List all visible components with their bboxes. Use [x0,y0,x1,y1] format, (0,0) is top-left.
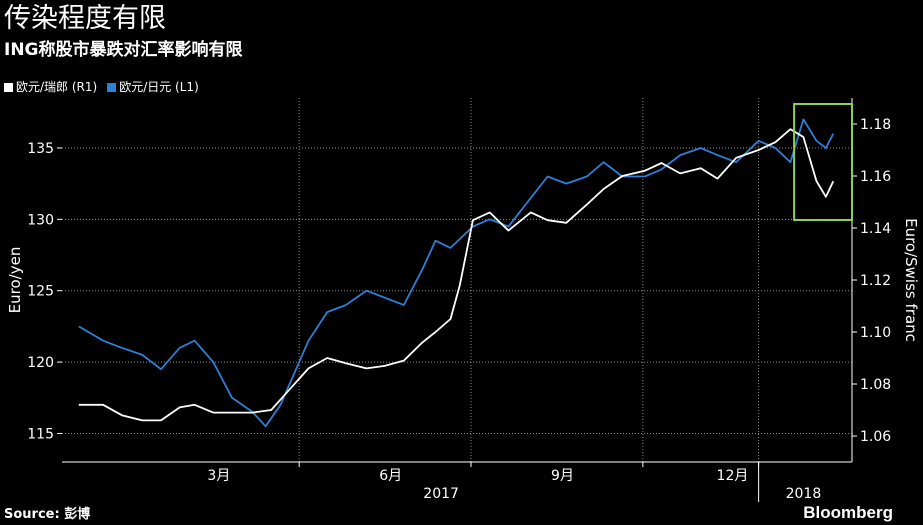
chart-title: 传染程度有限 [4,3,166,34]
series-line-eur-chf [78,128,835,422]
bloomberg-logo: Bloomberg [803,503,893,522]
legend-label-chf: 欧元/瑞郎 (R1) [16,80,98,94]
legend-item-chf: 欧元/瑞郎 (R1) [4,79,97,95]
y-tick-label-right: 1.10 [860,325,891,341]
y-tick-label-right: 1.16 [860,169,891,185]
legend-label-jpy: 欧元/日元 (L1) [119,80,199,94]
y-tick-label-left: 125 [27,284,54,300]
x-tick-label: 6月 [379,468,402,484]
legend-swatch-chf [4,82,13,92]
y-tick-label-right: 1.14 [860,221,891,237]
y-tick-label-left: 135 [27,141,54,157]
y-tick-label-left: 120 [27,355,54,371]
year-label-2017: 2017 [423,486,459,502]
left-axis-title: Euro/yen [6,247,24,314]
x-tick-label: 3月 [207,468,230,484]
year-label-2018: 2018 [786,486,822,502]
chart-subtitle: ING称股市暴跌对汇率影响有限 [4,40,243,60]
y-tick-label-right: 1.08 [860,377,891,393]
y-tick-label-right: 1.06 [860,429,891,445]
legend-item-jpy: 欧元/日元 (L1) [107,79,199,95]
legend-swatch-jpy [107,82,117,92]
y-tick-label-right: 1.18 [860,117,891,133]
series-line-eur-jpy [78,118,835,428]
y-tick-label-left: 115 [27,426,54,442]
y-tick-label-left: 130 [27,212,54,228]
x-tick-label: 12月 [717,468,749,484]
x-tick-label: 9月 [551,468,574,484]
y-tick-label-right: 1.12 [860,273,891,289]
right-axis-title: Euro/Swiss franc [902,218,920,342]
legend: 欧元/瑞郎 (R1) 欧元/日元 (L1) [4,79,199,95]
source-note: Source: 彭博 [4,507,91,522]
highlight-box [793,103,853,221]
